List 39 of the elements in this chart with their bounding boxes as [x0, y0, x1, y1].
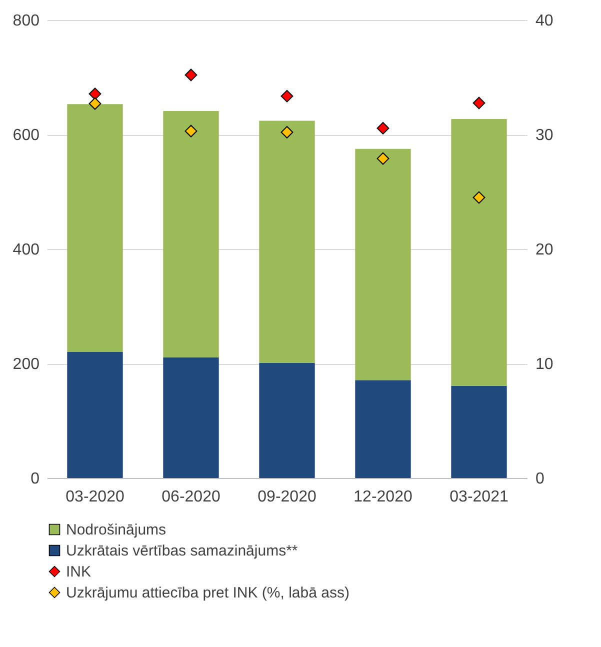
point [88, 97, 102, 110]
x-tick-label: 12-2020 [354, 488, 412, 506]
point [472, 96, 486, 110]
x-tick-label: 06-2020 [162, 488, 220, 506]
x-tick-label: 03-2021 [450, 488, 508, 506]
x-tick-label: 03-2020 [66, 488, 124, 506]
bar [67, 352, 123, 478]
y2-tick-label: 40 [536, 12, 554, 30]
y2-tick-label: 20 [536, 242, 554, 258]
y2-tick-label: 10 [536, 356, 554, 373]
bar [355, 380, 411, 478]
y2-tick-label: 0 [536, 470, 544, 488]
point [280, 126, 294, 138]
bar [163, 357, 219, 478]
point [280, 90, 294, 102]
y-tick-label: 600 [12, 127, 40, 144]
point [376, 122, 390, 134]
point [88, 88, 102, 100]
bar [67, 104, 123, 352]
legend-label: Uzkrājumu attiecība pret INK (%, labā ass) [66, 584, 350, 602]
y2-tick-label: 30 [536, 127, 554, 144]
bar [355, 148, 411, 380]
point [184, 124, 198, 138]
y-tick-label: 0 [30, 470, 40, 488]
point [184, 68, 198, 82]
bar [259, 362, 315, 478]
legend-label: INK [66, 564, 92, 580]
bar [451, 119, 507, 386]
legend-label: Uzkrātais vērtības samazinājums** [66, 542, 298, 560]
legend-label: Nodrošinājums [66, 522, 166, 538]
bar [163, 111, 219, 358]
point [472, 191, 486, 204]
bar [451, 386, 507, 478]
point [376, 152, 390, 165]
y-tick-label: 400 [12, 242, 40, 258]
y-tick-label: 800 [12, 12, 40, 30]
y-tick-label: 200 [12, 356, 40, 373]
x-tick-label: 09-2020 [258, 488, 316, 506]
bar [259, 120, 315, 363]
